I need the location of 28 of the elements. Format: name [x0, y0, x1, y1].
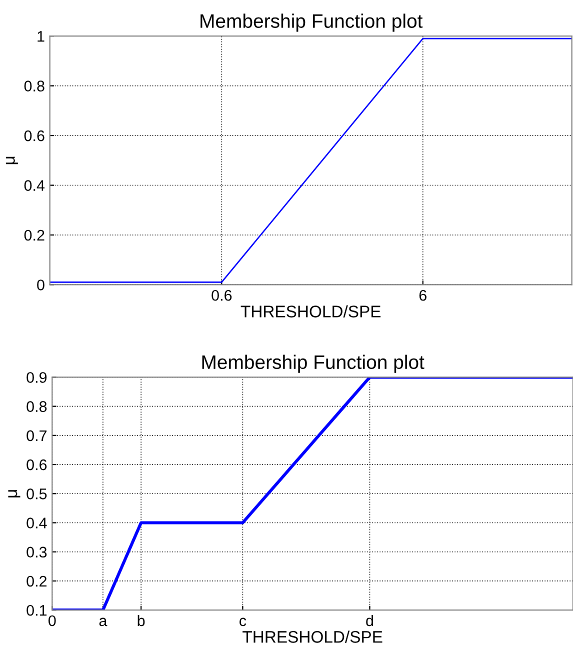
x-tick-label: 0 — [48, 615, 56, 626]
y-tick-label: 0.8 — [24, 80, 44, 92]
y-tick-label: 0.6 — [26, 459, 47, 470]
chart-title: Membership Function plot — [202, 354, 424, 373]
y-tick-label: 0.7 — [26, 430, 47, 442]
y-axis-title: μ — [6, 156, 18, 164]
y-tick-label: 0.9 — [26, 372, 47, 383]
y-tick-label: 0.8 — [26, 401, 47, 412]
x-tick-label: c — [240, 618, 246, 626]
x-axis-title: THRESHOLD/SPE — [240, 305, 381, 318]
y-tick-label: 0.2 — [26, 576, 47, 587]
line-series — [52, 377, 573, 610]
x-axis-title: THRESHOLD/SPE — [242, 630, 382, 643]
y-tick-label: 0 — [37, 280, 44, 290]
y-tick-label: 0.4 — [24, 180, 45, 191]
y-tick-label: 0.5 — [26, 488, 47, 500]
x-tick-label: d — [366, 614, 374, 626]
x-tick-label: a — [99, 618, 108, 626]
y-tick-label: 0.3 — [26, 546, 47, 558]
y-tick-label: 1 — [38, 31, 44, 42]
x-tick-label: 6 — [419, 290, 426, 301]
x-tick-label: b — [138, 614, 145, 626]
y-axis-title: μ — [8, 490, 20, 498]
y-tick-label: 0.2 — [24, 230, 44, 241]
y-tick-label: 0.6 — [24, 130, 44, 142]
y-tick-label: 0.4 — [26, 518, 47, 528]
chart-title: Membership Function plot — [200, 14, 423, 32]
y-tick-label: 0.1 — [26, 604, 47, 616]
